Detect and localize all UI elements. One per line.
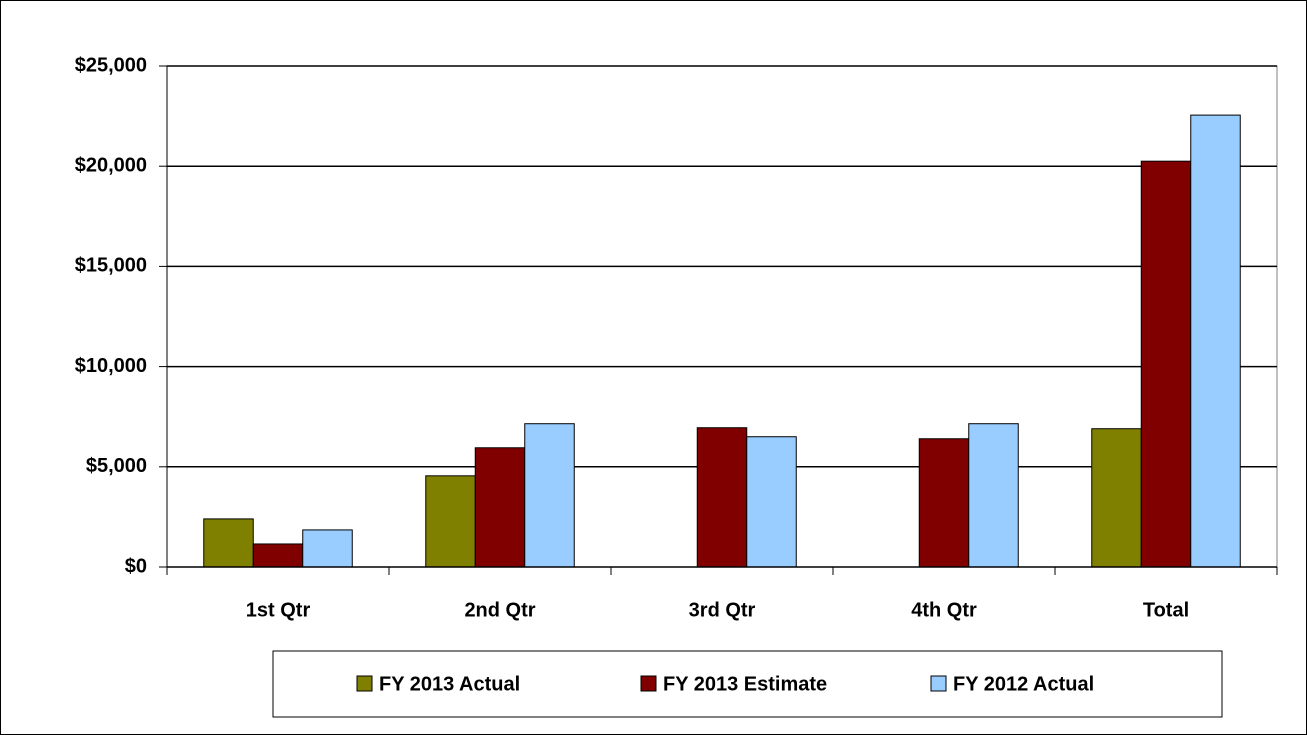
x-tick-label: 1st Qtr (246, 599, 311, 621)
legend-label: FY 2013 Actual (379, 673, 520, 695)
bar (302, 529, 353, 568)
bar (524, 423, 575, 568)
y-tick-label: $25,000 (75, 54, 147, 76)
legend-label: FY 2013 Estimate (663, 673, 827, 695)
x-tick-label: 3rd Qtr (689, 599, 756, 621)
bar (1140, 160, 1192, 568)
bar (918, 438, 970, 568)
legend-swatch (356, 675, 373, 692)
legend-label: FY 2012 Actual (953, 673, 1094, 695)
legend-swatch (930, 675, 947, 692)
bar (696, 427, 748, 568)
bar (746, 436, 797, 568)
x-tick-label: 2nd Qtr (464, 599, 535, 621)
bar (425, 475, 476, 568)
bar (474, 447, 526, 568)
bar (1190, 114, 1241, 568)
bar (203, 518, 254, 568)
y-tick-label: $0 (125, 555, 147, 577)
y-tick-label: $10,000 (75, 355, 147, 377)
y-tick-label: $5,000 (86, 455, 147, 477)
y-tick-label: $15,000 (75, 255, 147, 277)
bar (252, 543, 304, 568)
y-tick-label: $20,000 (75, 154, 147, 176)
x-tick-label: 4th Qtr (911, 599, 977, 621)
legend-swatch (640, 675, 657, 692)
x-tick-label: Total (1143, 599, 1189, 621)
bar (968, 423, 1019, 568)
bar (1091, 428, 1142, 568)
legend-box (272, 650, 1223, 718)
